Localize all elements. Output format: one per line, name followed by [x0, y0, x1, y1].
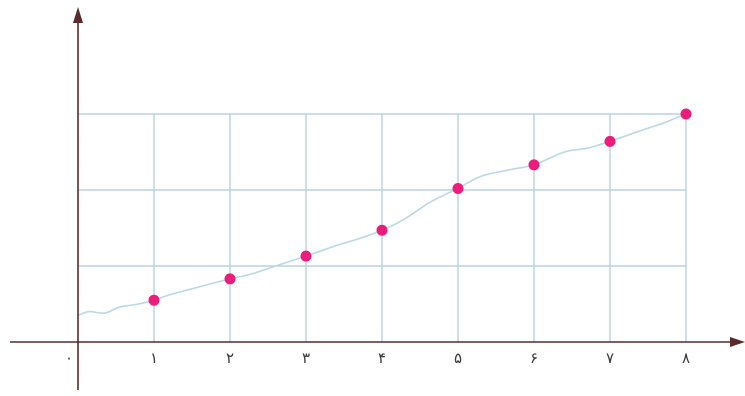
data-point	[148, 294, 160, 306]
x-tick-label: ۳	[302, 349, 310, 367]
data-point	[452, 182, 464, 194]
x-tick-label: ۴	[378, 349, 386, 367]
data-point	[224, 273, 236, 285]
x-tick-label: ۰	[65, 349, 73, 367]
x-tick-label: ۶	[530, 349, 538, 367]
data-point	[604, 135, 616, 147]
x-tick-label: ۵	[454, 349, 462, 367]
x-tick-label: ۷	[606, 349, 614, 367]
data-points	[148, 108, 692, 306]
x-axis-arrow	[730, 337, 745, 347]
data-point	[300, 250, 312, 262]
x-tick-labels: ۰ ۱ ۲ ۳ ۴ ۵ ۶ ۷ ۸	[65, 349, 690, 367]
x-tick-label: ۲	[226, 349, 234, 367]
x-tick-label: ۱	[150, 349, 158, 367]
grid	[78, 113, 687, 342]
data-point	[680, 108, 692, 120]
data-point	[376, 224, 388, 236]
x-tick-label: ۸	[682, 349, 690, 367]
y-axis-arrow	[73, 7, 83, 23]
data-point	[528, 159, 540, 171]
axes	[10, 7, 745, 390]
